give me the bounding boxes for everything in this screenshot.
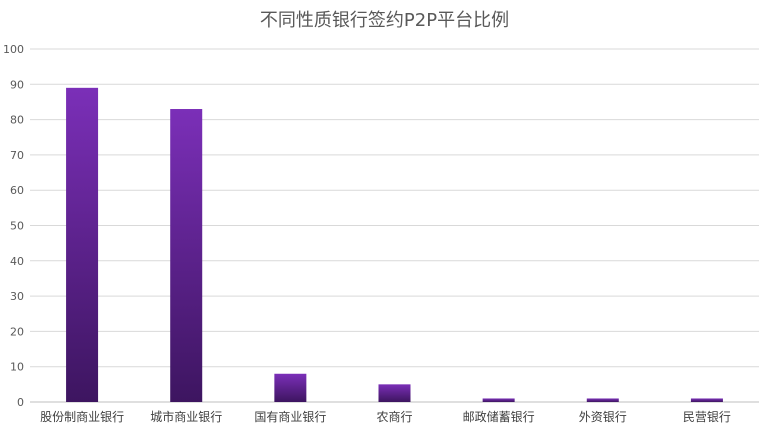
y-tick-label: 70 xyxy=(10,149,24,162)
x-category-label: 国有商业银行 xyxy=(254,409,326,424)
bar xyxy=(170,109,203,402)
bar xyxy=(482,398,515,402)
y-tick-label: 80 xyxy=(10,114,24,127)
x-category-label: 邮政储蓄银行 xyxy=(463,409,535,424)
x-category-label: 农商行 xyxy=(376,409,412,424)
x-category-label: 民营银行 xyxy=(683,410,731,424)
x-axis-categories: 股份制商业银行 城市商业银行 国有商业银行 农商行 邮政储蓄银行 外资银行 民营银行 xyxy=(40,409,731,424)
y-axis-ticks: 0 10 20 30 40 50 60 70 80 90 100 xyxy=(3,43,24,409)
bar xyxy=(690,398,723,402)
x-category-label: 股份制商业银行 xyxy=(40,409,124,424)
bar xyxy=(274,373,307,402)
bar xyxy=(378,384,411,402)
y-tick-label: 10 xyxy=(10,361,24,374)
y-tick-label: 30 xyxy=(10,290,24,303)
x-category-label: 外资银行 xyxy=(579,410,627,424)
y-tick-label: 50 xyxy=(10,220,24,233)
chart-title: 不同性质银行签约P2P平台比例 xyxy=(259,10,510,31)
y-tick-label: 20 xyxy=(10,325,24,338)
bar xyxy=(586,398,619,402)
x-category-label: 城市商业银行 xyxy=(150,409,222,424)
y-tick-label: 100 xyxy=(3,43,24,56)
y-tick-label: 40 xyxy=(10,255,24,268)
bars xyxy=(66,87,723,402)
y-tick-label: 60 xyxy=(10,184,24,197)
gridlines xyxy=(30,48,759,403)
bar xyxy=(66,87,99,402)
y-tick-label: 0 xyxy=(17,396,24,409)
y-tick-label: 90 xyxy=(10,78,24,91)
